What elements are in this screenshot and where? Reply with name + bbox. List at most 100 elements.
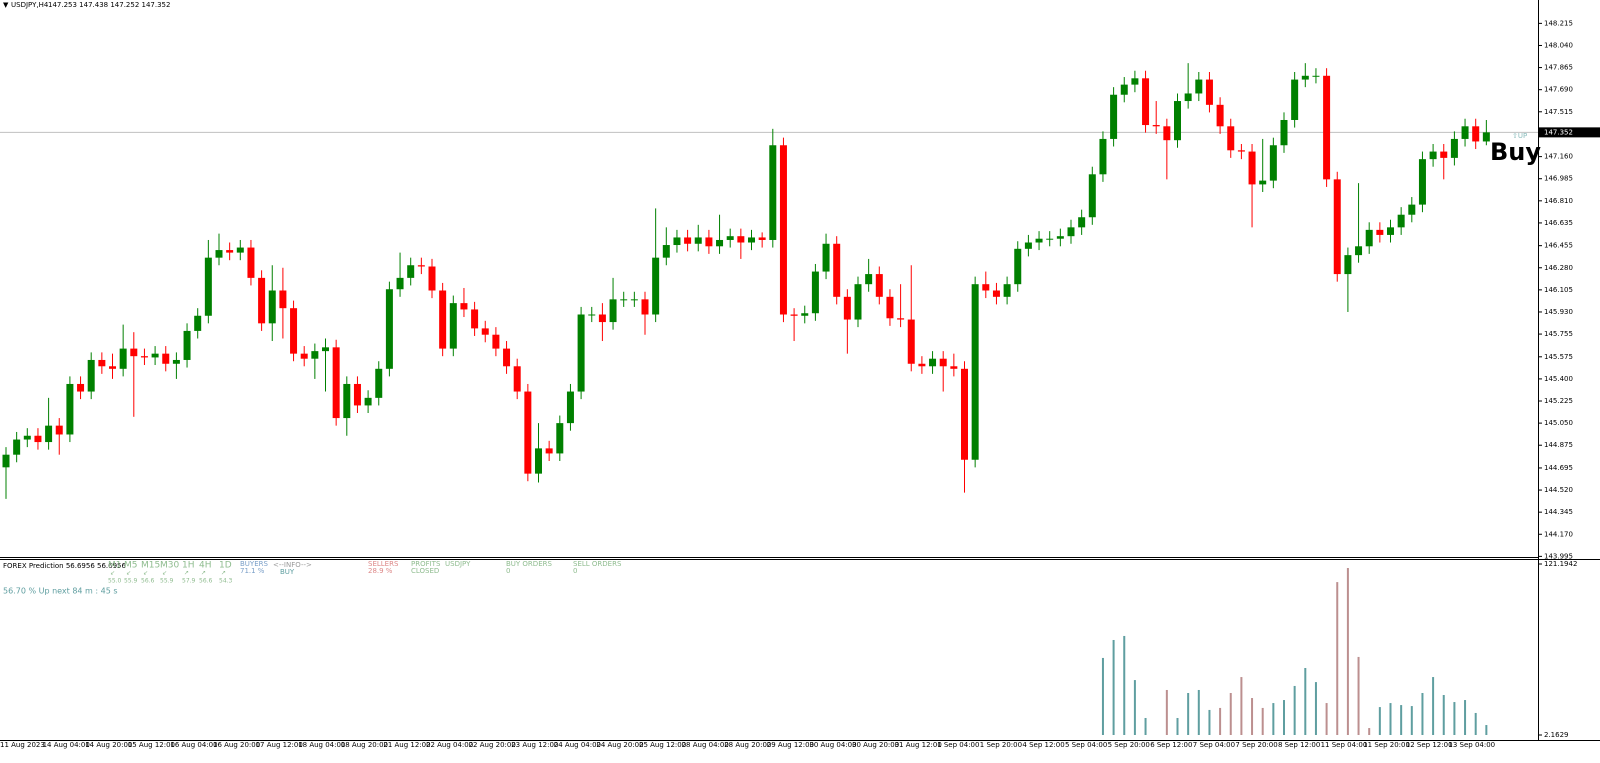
candle-body [460,303,468,310]
sellers-value: 28.9 % [368,567,393,575]
candle-body [865,274,873,285]
x-tick-label: 14 Aug 20:00 [85,741,132,749]
histogram-bar [1314,682,1317,735]
histogram-bar [1165,689,1168,735]
x-tick-label: 14 Aug 04:00 [43,741,90,749]
candle-body [875,274,883,297]
candle-body [1269,145,1277,181]
x-tick-label: 17 Aug 12:00 [256,741,303,749]
candle-body [758,237,766,240]
timeframe: 1H [182,561,195,571]
candle-body [109,366,116,369]
candle-body [833,243,841,297]
info: <--INFO--> [273,561,312,569]
candle-body [172,359,180,364]
candle-body [77,383,85,392]
candle-body [1333,179,1341,275]
x-tick-label: 30 Aug 20:00 [852,741,899,749]
x-tick-label: 23 Aug 12:00 [511,741,558,749]
candle-body [1450,138,1458,158]
candle-body [524,391,532,474]
status: 56.70 % Up next 84 m : 45 s [3,587,118,596]
x-tick-label: 29 Aug 12:00 [767,741,814,749]
candle-body [1344,255,1352,275]
candle-body [1482,132,1490,142]
histogram-bar [1112,639,1115,735]
x-tick-label: 18 Aug 04:00 [298,741,345,749]
candle-body [258,277,266,324]
candle-body [140,356,148,358]
timeframe-arrow: ↙ [143,570,148,577]
candle-body [748,237,755,243]
candle-body [545,448,553,454]
x-tick-label: 21 Aug 12:00 [383,741,430,749]
timeframe-value: 55.0 [108,578,122,585]
histogram-bar [1261,707,1264,735]
candle-body [492,334,500,349]
timeframe-value: 55.9 [160,578,174,585]
candle-body [886,296,894,319]
candle-body [929,358,937,367]
candle-body [1056,236,1064,239]
candle-body [992,290,1000,297]
histogram-bar [1123,635,1126,735]
x-tick-label: 1 Sep 04:00 [937,741,979,749]
histogram-bar [1187,692,1190,735]
candle-body [13,439,21,455]
y-tick-label: 146.105 [1544,286,1573,294]
y-tick-label: 145.050 [1544,419,1573,427]
candle-body [513,366,521,392]
x-tick-label: 28 Aug 20:00 [724,741,771,749]
x-tick-label: 24 Aug 20:00 [596,741,643,749]
histogram-bar [1144,717,1147,735]
timeframe-arrow: ↗ [184,570,189,577]
collapse-arrow[interactable]: ▼ [3,1,9,9]
candle-body [737,236,745,243]
candle-body [55,425,63,435]
candle-body [1205,79,1213,105]
candle-body [1280,119,1288,146]
sell-orders: SELL ORDERS [573,560,622,568]
timeframe-arrow: ↗ [221,570,226,577]
histogram-bar [1251,698,1254,735]
candle-body [183,330,191,360]
candle-body [1429,151,1437,160]
histogram-bar [1240,677,1243,735]
y-tick-label: 147.515 [1544,108,1573,116]
candle-body [247,247,255,278]
indicator-title: FOREX Prediction 56.6956 56.6956 [3,562,127,570]
candle-body [535,448,542,474]
x-tick-label: 24 Aug 04:00 [554,741,601,749]
candle-body [1301,75,1309,80]
candle-body [1088,174,1096,218]
timeframe: M5 [124,561,138,571]
candle-body [652,257,660,315]
candle-body [471,309,479,329]
candle-body [726,236,734,240]
histogram-bar [1208,709,1211,735]
candle-body [1312,75,1320,77]
signal: Buy [1490,138,1541,166]
candle-body [439,290,447,349]
histogram-bar [1176,717,1179,735]
histogram-bar [1197,689,1200,735]
candle-body [290,308,298,354]
candle-body [566,391,574,424]
candle-body [971,284,979,460]
buy-orders-value: 0 [506,567,510,575]
candle-body [268,290,276,324]
candle-body [1163,126,1171,141]
candle-body [45,425,53,443]
candle-body [1397,214,1405,228]
candle-body [66,383,74,435]
candle-body [1461,126,1469,139]
y-tick-label: 146.985 [1544,175,1573,183]
signal-note: ⇧UP [1512,132,1527,140]
candle-body [322,347,329,352]
x-tick-label: 25 Aug 12:00 [639,741,686,749]
x-tick-label: 5 Sep 04:00 [1065,741,1107,749]
x-tick-label: 15 Aug 12:00 [128,741,175,749]
candle-body [1184,93,1192,102]
y-tick-label: 146.280 [1544,264,1573,272]
